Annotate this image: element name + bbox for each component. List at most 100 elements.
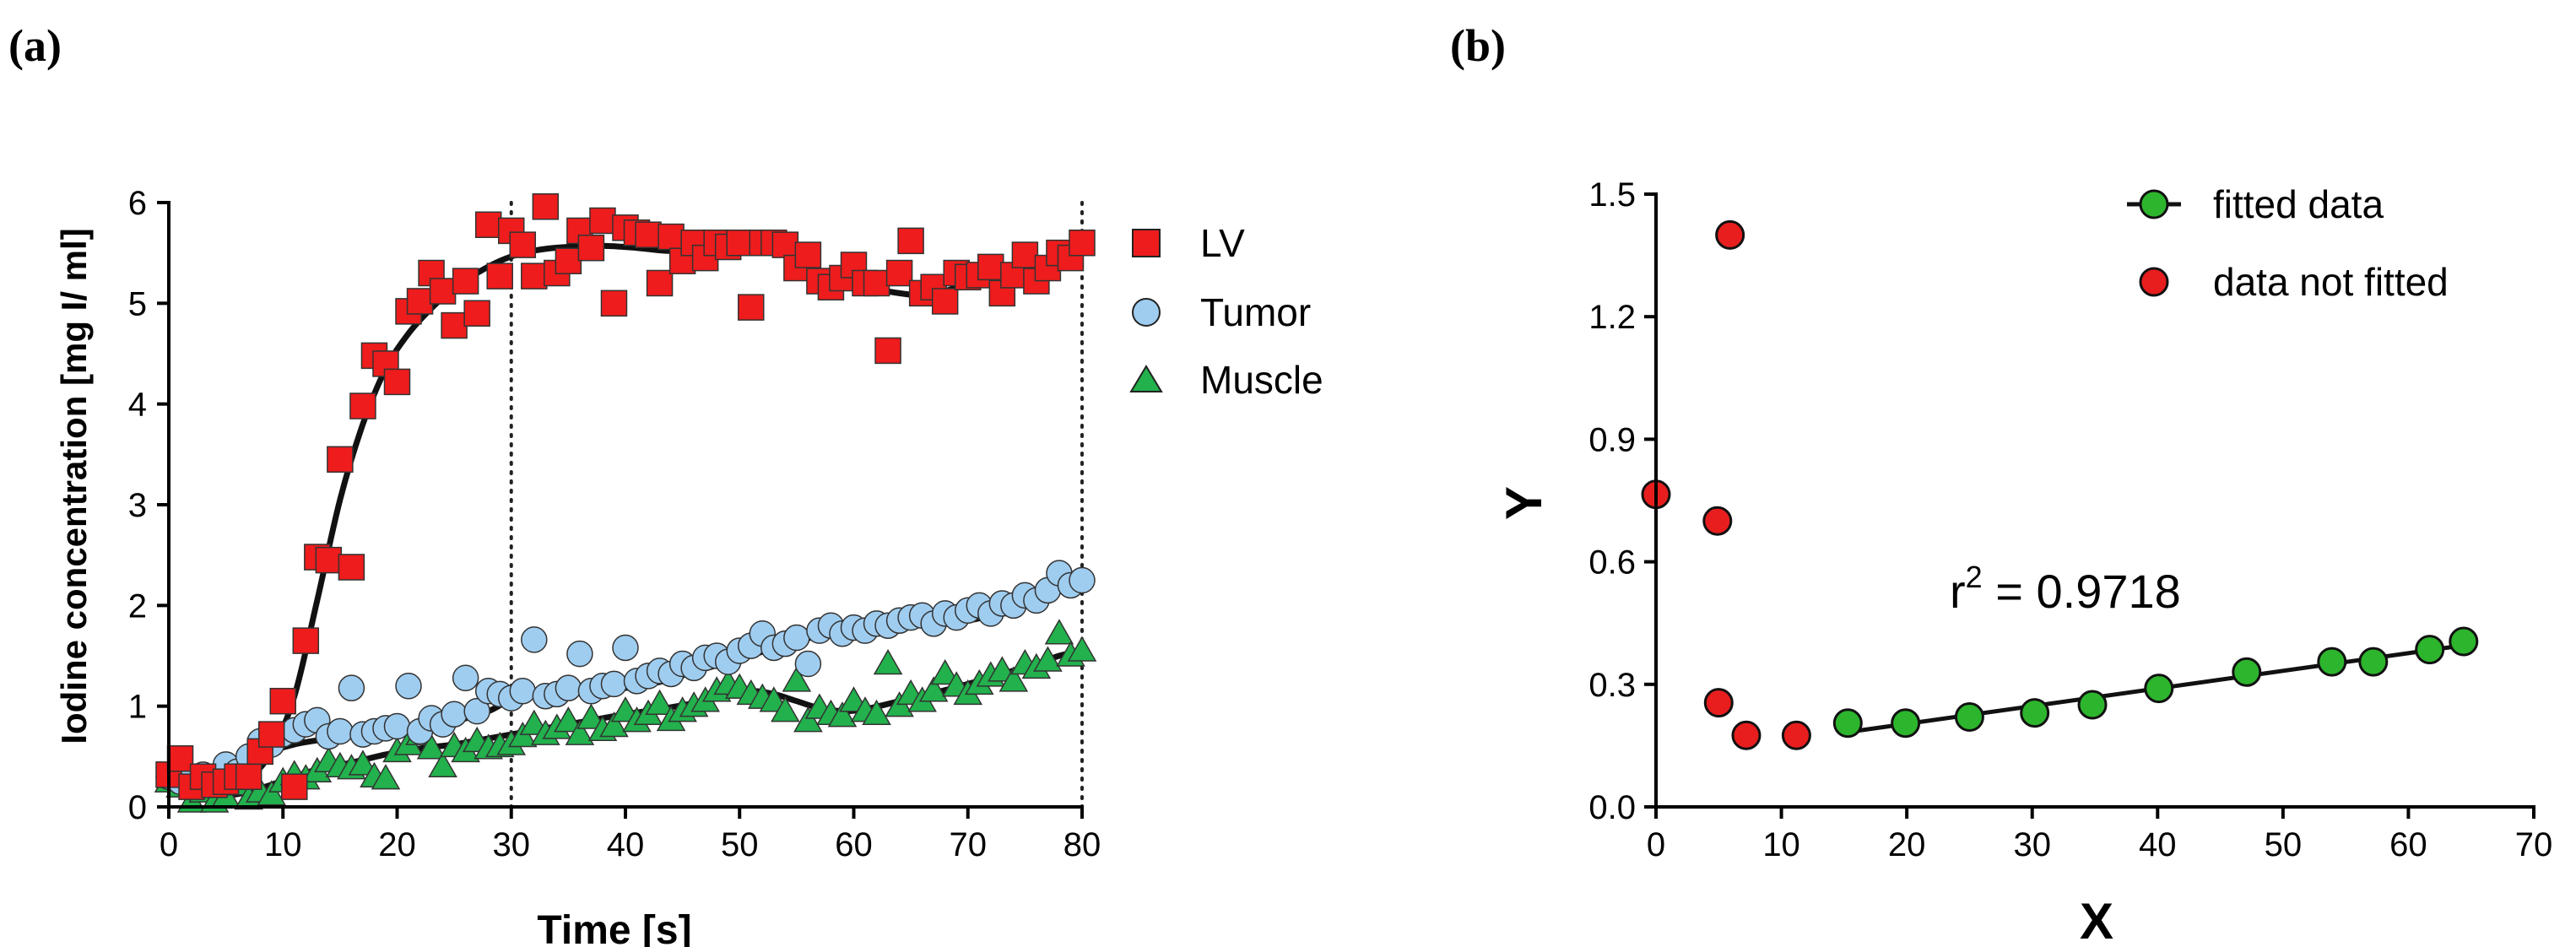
legend-not-fitted-label: data not fitted (2213, 260, 2449, 304)
a-x-tick-label: 30 (493, 826, 531, 863)
lv-point (1069, 229, 1096, 257)
lv-point (474, 211, 502, 239)
b-y-tick-label: 1.5 (1588, 176, 1636, 214)
lv-point (338, 554, 365, 581)
muscle-point (998, 666, 1029, 692)
lv-point (257, 721, 285, 748)
panel-label-b: (b) (1450, 20, 1506, 71)
a-x-tick-label: 70 (950, 826, 988, 863)
muscle-point (873, 649, 903, 675)
muscle-point (416, 733, 446, 760)
lv-point (738, 294, 765, 321)
muscle-point (554, 706, 583, 733)
muscle-point (793, 706, 823, 733)
lv-point (726, 229, 753, 257)
lv-point (897, 227, 924, 255)
b-x-tick-label: 60 (2389, 826, 2427, 863)
b-y-tick-label: 1.2 (1588, 299, 1636, 336)
tumor-point (395, 673, 422, 700)
tumor-point (383, 712, 411, 740)
fitted-data-point (1954, 702, 1984, 733)
lv-point (235, 763, 262, 790)
lv-point (269, 687, 296, 715)
lv-point (315, 546, 343, 574)
b-x-tick-label: 20 (1888, 826, 1926, 863)
lv-point (931, 288, 959, 315)
tumor-point (600, 670, 628, 698)
muscle-point (599, 712, 629, 738)
tumor-point (555, 674, 582, 701)
muscle-point (257, 780, 287, 806)
r-squared-annotation: r2 = 0.9718 (1950, 560, 2181, 618)
fitted-data-point (2077, 690, 2108, 720)
a-y-axis-title: Iodine concentration [mg I/ ml] (54, 228, 94, 744)
tumor-point (612, 634, 639, 662)
r-squared-base: r (1950, 565, 1966, 618)
fitted-data-point (2020, 698, 2050, 728)
tumor-point (441, 701, 468, 728)
b-legend: fitted data data not fitted (2127, 182, 2449, 304)
a-y-tick-label: 0 (128, 789, 147, 826)
lv-point (635, 221, 662, 248)
fitted-data-point (2358, 647, 2389, 677)
lv-point (406, 288, 434, 315)
muscle-point (371, 764, 401, 790)
a-y-tick-label: 3 (128, 487, 147, 524)
muscle-point (827, 701, 858, 728)
lv-point (885, 259, 913, 287)
tumor-point (566, 640, 593, 668)
lv-point (452, 268, 479, 295)
a-y-tick-label: 4 (128, 387, 147, 424)
muscle-point (930, 658, 960, 685)
tumor-point (452, 664, 479, 692)
legend-lv-label: LV (1200, 221, 1245, 265)
tumor-point (463, 697, 490, 725)
legend-fitted-label: fitted data (2213, 182, 2384, 226)
tumor-point (327, 717, 354, 745)
a-x-tick-label: 0 (160, 826, 178, 863)
fitted-data-point (1832, 708, 1863, 739)
a-x-tick-label: 20 (378, 826, 416, 863)
a-x-tick-label: 50 (721, 826, 759, 863)
tumor-point (783, 624, 810, 652)
a-y-tick-label: 5 (128, 285, 147, 322)
not-fitted-data-point (1781, 720, 1811, 750)
lv-point (521, 262, 548, 290)
not-fitted-data-point (1715, 219, 1745, 250)
tumor-point (1069, 566, 1096, 594)
b-x-tick-label: 10 (1762, 826, 1800, 863)
tumor-point (521, 626, 548, 653)
lv-point (349, 392, 376, 419)
legend-lv-marker (1132, 229, 1161, 257)
tumor-point (509, 678, 537, 705)
fitted-data-point (2144, 674, 2174, 704)
fitted-data-point (2317, 647, 2347, 677)
not-fitted-data-point (1702, 506, 1733, 536)
fitted-data-point (2415, 635, 2445, 665)
muscle-point (782, 666, 812, 692)
lv-point (1011, 241, 1039, 268)
lv-point (658, 223, 685, 251)
b-x-tick-label: 30 (2013, 826, 2051, 863)
muscle-point (645, 689, 674, 716)
b-x-tick-label: 50 (2265, 826, 2303, 863)
lv-point (166, 744, 194, 772)
muscle-point (862, 699, 891, 725)
b-y-tick-label: 0.9 (1588, 421, 1636, 458)
lv-point (383, 368, 411, 396)
b-x-tick-label: 0 (1647, 826, 1665, 863)
lv-point (486, 262, 513, 290)
lv-point (292, 627, 320, 654)
lv-point (589, 207, 616, 235)
panel-label-a: (a) (8, 20, 62, 71)
a-x-axis-title: Time [s] (537, 908, 691, 947)
lv-point (863, 269, 890, 297)
b-x-axis-title: X (2080, 893, 2113, 947)
lv-point (794, 241, 822, 268)
lv-point (977, 253, 1004, 281)
muscle-point (1044, 619, 1074, 645)
lv-point (441, 311, 468, 339)
b-axes (1654, 192, 2535, 809)
legend-tumor-marker (1132, 298, 1161, 327)
